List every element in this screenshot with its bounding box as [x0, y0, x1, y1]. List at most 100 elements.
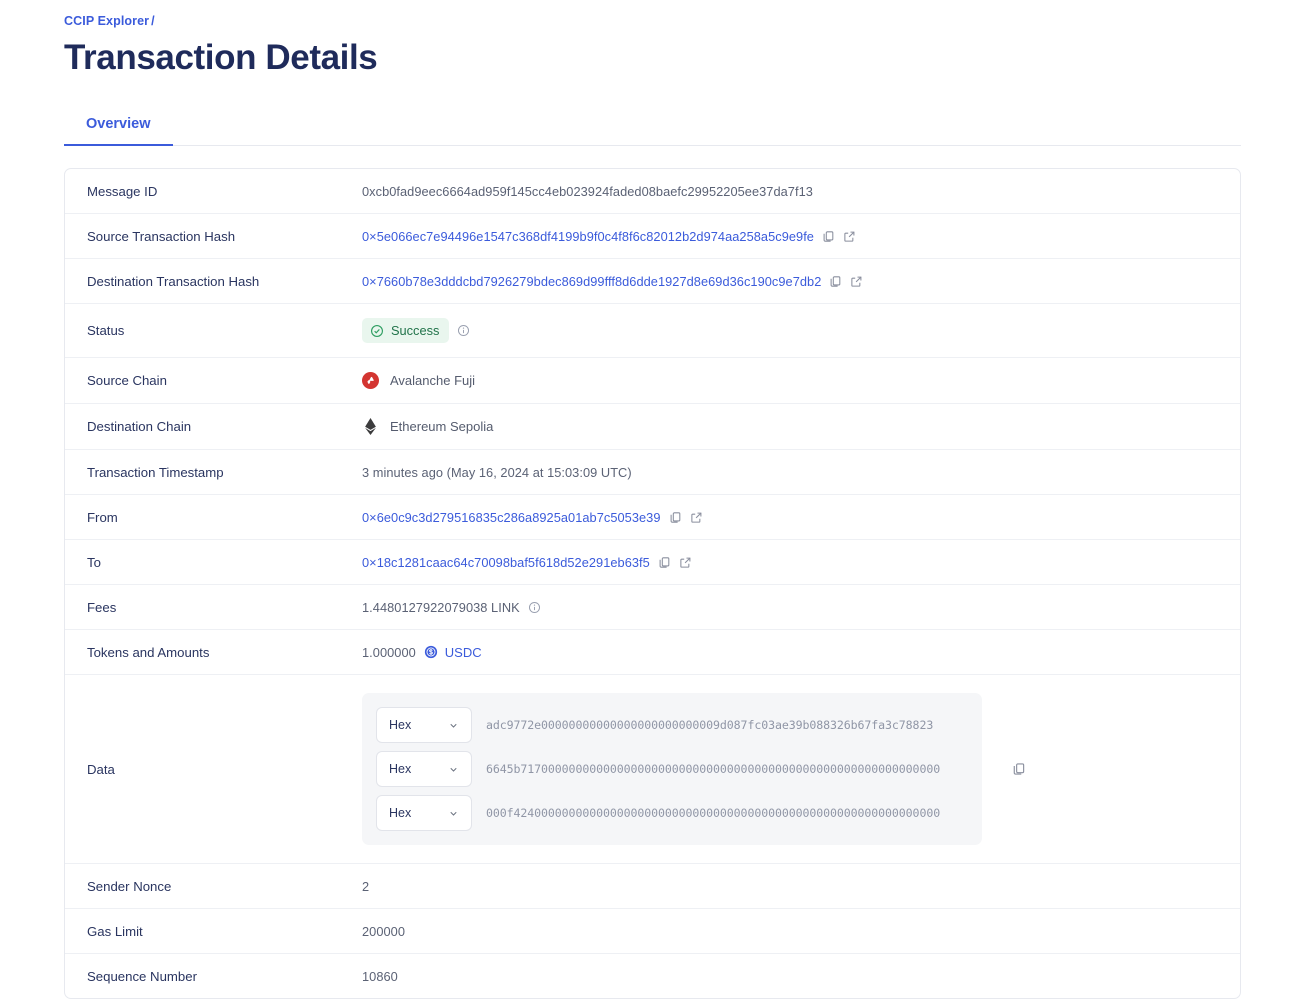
- row-value-from: 0×6e0c9c3d279516835c286a8925a01ab7c5053e…: [362, 496, 1240, 539]
- transaction-details-card: Message ID 0xcb0fad9eec6664ad959f145cc4e…: [64, 168, 1241, 1000]
- external-link-icon[interactable]: [679, 556, 692, 569]
- row-label-to: To: [87, 554, 101, 570]
- row-label-sender-nonce: Sender Nonce: [87, 878, 172, 894]
- row-value-source-tx-hash: 0×5e066ec7e94496e1547c368df4199b9f0c4f8f…: [362, 215, 1240, 258]
- token-amount-value: 1.000000: [362, 644, 416, 660]
- row-label-source-chain: Source Chain: [87, 373, 167, 389]
- page-title: Transaction Details: [64, 38, 378, 77]
- check-circle-icon: [370, 324, 384, 338]
- table-row: Source Chain Avalanche Fuji: [65, 358, 1240, 405]
- data-format-select-1[interactable]: Hex: [376, 707, 472, 744]
- table-row: Data Hex adc9772e00000000000000000000000…: [65, 675, 1240, 865]
- from-address-link[interactable]: 0×6e0c9c3d279516835c286a8925a01ab7c5053e…: [362, 509, 661, 525]
- row-label-gas-limit: Gas Limit: [87, 923, 143, 939]
- avalanche-icon: [362, 372, 379, 390]
- table-row: Status Success: [65, 304, 1240, 359]
- external-link-icon[interactable]: [690, 511, 703, 524]
- breadcrumb-separator: /: [151, 14, 155, 28]
- token-symbol: USDC: [444, 644, 482, 660]
- copy-icon[interactable]: [822, 230, 835, 243]
- table-row: To 0×18c1281caac64c70098baf5f618d52e291e…: [65, 540, 1240, 586]
- row-value-tokens-and-amounts: 1.000000 USDC: [362, 631, 1240, 674]
- row-label-sequence-number: Sequence Number: [87, 968, 197, 984]
- row-label-source-tx-hash: Source Transaction Hash: [87, 228, 236, 244]
- copy-icon[interactable]: [1012, 762, 1026, 776]
- data-hex-value-3: 000f424000000000000000000000000000000000…: [486, 806, 941, 821]
- data-format-label: Hex: [389, 762, 412, 777]
- row-label-destination-chain: Destination Chain: [87, 419, 192, 435]
- to-address-link[interactable]: 0×18c1281caac64c70098baf5f618d52e291eb63…: [362, 554, 650, 570]
- tab-overview[interactable]: Overview: [64, 116, 173, 147]
- table-row: Sender Nonce 2: [65, 864, 1240, 910]
- tab-bar: Overview: [64, 116, 1241, 147]
- copy-icon[interactable]: [669, 511, 682, 524]
- row-value-sequence-number: 10860: [362, 955, 1240, 998]
- data-format-label: Hex: [389, 718, 412, 733]
- row-value-message-id: 0xcb0fad9eec6664ad959f145cc4eb023924fade…: [362, 170, 1240, 213]
- row-label-fees: Fees: [87, 599, 117, 615]
- row-value-to: 0×18c1281caac64c70098baf5f618d52e291eb63…: [362, 541, 1240, 584]
- row-label-from: From: [87, 509, 118, 525]
- row-value-destination-tx-hash: 0×7660b78e3dddcbd7926279bdec869d99fff8d6…: [362, 260, 1240, 303]
- table-row: Message ID 0xcb0fad9eec6664ad959f145cc4e…: [65, 169, 1240, 215]
- info-icon[interactable]: [457, 324, 470, 337]
- fees-value: 1.4480127922079038 LINK: [362, 599, 520, 615]
- row-value-destination-chain: Ethereum Sepolia: [362, 404, 1240, 449]
- data-format-label: Hex: [389, 806, 412, 821]
- data-line: Hex 6645b7170000000000000000000000000000…: [376, 751, 968, 788]
- row-label-timestamp: Transaction Timestamp: [87, 464, 224, 480]
- gas-limit-value: 200000: [362, 923, 406, 939]
- table-row: Source Transaction Hash 0×5e066ec7e94496…: [65, 214, 1240, 260]
- data-line: Hex adc9772e00000000000000000000000009d0…: [376, 707, 968, 744]
- source-tx-hash-link[interactable]: 0×5e066ec7e94496e1547c368df4199b9f0c4f8f…: [362, 228, 814, 244]
- breadcrumb-link-ccip-explorer[interactable]: CCIP Explorer: [64, 14, 150, 28]
- status-badge: Success: [362, 318, 450, 344]
- row-value-sender-nonce: 2: [362, 865, 1240, 908]
- table-row: Destination Transaction Hash 0×7660b78e3…: [65, 259, 1240, 305]
- table-row: Tokens and Amounts 1.000000 USDC: [65, 630, 1240, 676]
- row-label-data: Data: [87, 761, 115, 777]
- data-hex-value-1: adc9772e00000000000000000000000009d087fc…: [486, 718, 934, 733]
- row-value-gas-limit: 200000: [362, 910, 1240, 953]
- row-value-status: Success: [362, 304, 1240, 357]
- destination-tx-hash-link[interactable]: 0×7660b78e3dddcbd7926279bdec869d99fff8d6…: [362, 273, 822, 289]
- source-chain-name: Avalanche Fuji: [390, 373, 476, 389]
- chevron-down-icon: [448, 808, 459, 819]
- usdc-token-icon: [424, 645, 438, 659]
- timestamp-value: 3 minutes ago (May 16, 2024 at 15:03:09 …: [362, 464, 632, 480]
- table-row: From 0×6e0c9c3d279516835c286a8925a01ab7c…: [65, 495, 1240, 541]
- data-line: Hex 000f42400000000000000000000000000000…: [376, 795, 968, 832]
- sender-nonce-value: 2: [362, 878, 370, 894]
- row-value-timestamp: 3 minutes ago (May 16, 2024 at 15:03:09 …: [362, 451, 1240, 494]
- data-hex-value-2: 6645b71700000000000000000000000000000000…: [486, 762, 941, 777]
- copy-icon[interactable]: [829, 275, 842, 288]
- copy-icon[interactable]: [658, 556, 671, 569]
- row-value-source-chain: Avalanche Fuji: [362, 358, 1240, 403]
- sequence-number-value: 10860: [362, 968, 398, 984]
- row-value-fees: 1.4480127922079038 LINK: [362, 586, 1240, 629]
- table-row: Destination Chain Ethereum Sepolia: [65, 404, 1240, 451]
- row-label-destination-tx-hash: Destination Transaction Hash: [87, 273, 260, 289]
- chevron-down-icon: [448, 720, 459, 731]
- table-row: Gas Limit 200000: [65, 909, 1240, 955]
- table-row: Fees 1.4480127922079038 LINK: [65, 585, 1240, 631]
- data-format-select-2[interactable]: Hex: [376, 751, 472, 788]
- table-row: Sequence Number 10860: [65, 954, 1240, 998]
- status-badge-label: Success: [391, 323, 440, 339]
- row-label-tokens-and-amounts: Tokens and Amounts: [87, 644, 210, 660]
- breadcrumb: CCIP Explorer /: [64, 14, 1241, 28]
- info-icon[interactable]: [528, 601, 541, 614]
- data-format-select-3[interactable]: Hex: [376, 795, 472, 832]
- message-id-value: 0xcb0fad9eec6664ad959f145cc4eb023924fade…: [362, 183, 813, 199]
- data-panel: Hex adc9772e00000000000000000000000009d0…: [362, 693, 982, 846]
- table-row: Transaction Timestamp 3 minutes ago (May…: [65, 450, 1240, 496]
- row-label-message-id: Message ID: [87, 183, 158, 199]
- row-value-data: Hex adc9772e00000000000000000000000009d0…: [362, 675, 1240, 863]
- destination-chain-name: Ethereum Sepolia: [390, 419, 494, 435]
- row-label-status: Status: [87, 323, 125, 339]
- external-link-icon[interactable]: [850, 275, 863, 288]
- chevron-down-icon: [448, 764, 459, 775]
- ethereum-icon: [362, 418, 379, 436]
- external-link-icon[interactable]: [843, 230, 856, 243]
